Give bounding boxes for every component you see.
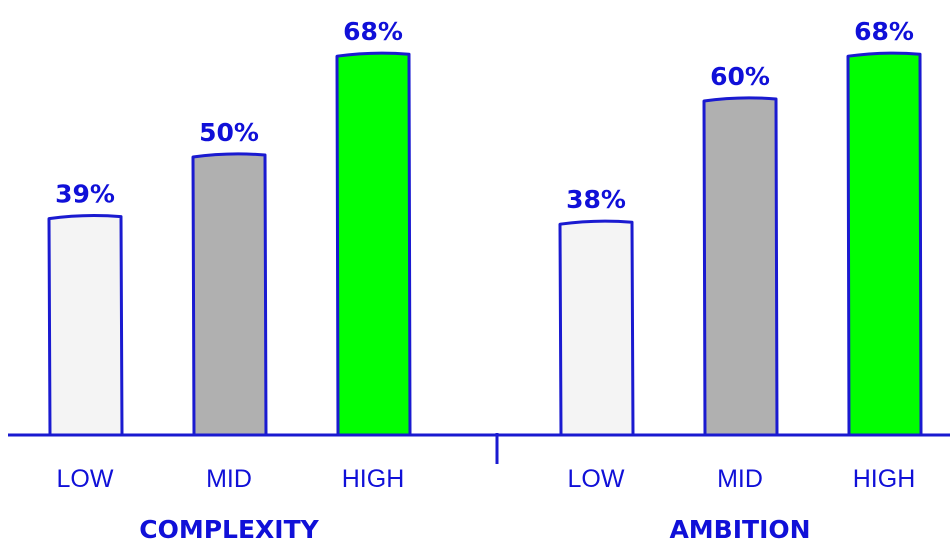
group-label-ambition: AMBITION — [669, 515, 810, 541]
bar-ambition-low — [558, 219, 635, 437]
value-label-complexity-low: 39% — [55, 180, 115, 209]
bar-complexity-high — [335, 51, 412, 437]
group-label-complexity: COMPLEXITY — [139, 515, 319, 541]
labels-layer: 39% LOW 50% MID 68% HIGH COMPLEXITY 38% LOW 60% MI… — [55, 17, 915, 541]
tick-label-complexity-mid: MID — [206, 465, 252, 493]
tick-label-ambition-low: LOW — [568, 465, 625, 493]
tick-label-ambition-high: HIGH — [853, 465, 916, 493]
bar-complexity-low — [47, 213, 124, 437]
bars-layer — [47, 51, 923, 437]
value-label-ambition-mid: 60% — [710, 62, 770, 91]
bar-ambition-high — [846, 51, 923, 437]
bar-ambition-mid — [702, 96, 779, 437]
value-label-ambition-low: 38% — [566, 185, 626, 214]
value-label-ambition-high: 68% — [854, 17, 914, 46]
bar-complexity-mid — [191, 152, 268, 437]
tick-label-complexity-low: LOW — [57, 465, 114, 493]
tick-label-ambition-mid: MID — [717, 465, 763, 493]
value-label-complexity-mid: 50% — [199, 118, 259, 147]
value-label-complexity-high: 68% — [343, 17, 403, 46]
tick-label-complexity-high: HIGH — [342, 465, 405, 493]
